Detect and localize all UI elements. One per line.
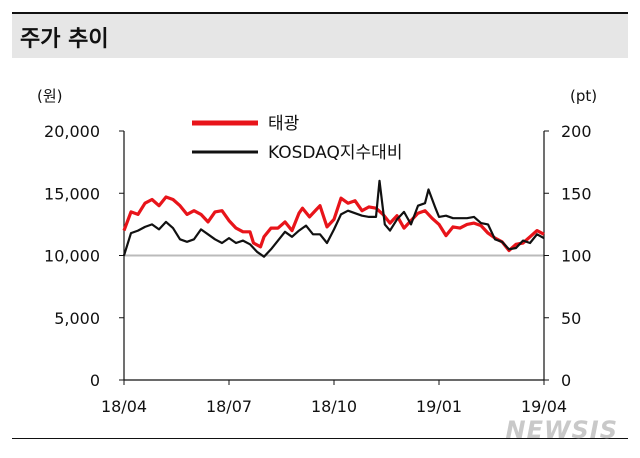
legend-label: KOSDAQ지수대비 <box>268 143 402 163</box>
right-tick-label: 0 <box>561 371 571 390</box>
axes: 0 5,000 10,000 15,000 20,000 0 50 100 150 200 18/0… <box>44 122 592 416</box>
right-axis-unit: (pt) <box>570 87 597 105</box>
legend: 태광 KOSDAQ지수대비 <box>192 114 402 163</box>
series-lines <box>122 179 545 258</box>
header-bar: 주가 추이 <box>12 14 628 58</box>
left-tick-label: 15,000 <box>44 184 100 203</box>
x-tick-label: 19/04 <box>521 397 567 416</box>
series-line-taekwang <box>122 195 545 253</box>
left-tick-label: 10,000 <box>44 247 100 266</box>
left-tick-label: 5,000 <box>54 309 100 328</box>
legend-label: 태광 <box>268 114 299 134</box>
page-title: 주가 추이 <box>20 27 109 52</box>
left-tick-label: 20,000 <box>44 122 100 141</box>
right-tick-label: 50 <box>561 309 581 328</box>
x-tick-label: 18/07 <box>206 397 252 416</box>
right-tick-label: 100 <box>561 247 592 266</box>
right-tick-label: 150 <box>561 184 592 203</box>
x-tick-label: 18/10 <box>311 397 357 416</box>
left-axis-unit: (원) <box>37 87 63 105</box>
x-tick-label: 18/04 <box>101 397 147 416</box>
header-top-rule <box>12 12 628 14</box>
footer-rule <box>12 438 628 439</box>
left-tick-label: 0 <box>90 371 100 390</box>
watermark-logo: NEWSIS <box>505 416 618 444</box>
x-tick-label: 19/01 <box>416 397 462 416</box>
series-line-kosdaq <box>122 179 545 258</box>
right-tick-label: 200 <box>561 122 592 141</box>
